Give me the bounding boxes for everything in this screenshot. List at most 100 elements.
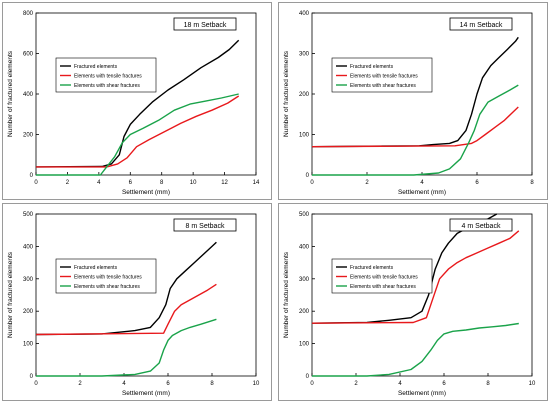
y-tick-label: 300 — [299, 52, 310, 58]
y-tick-label: 0 — [30, 374, 34, 380]
x-axis-label: Settlement (mm) — [398, 189, 446, 196]
y-axis-label: Number of fractured elements — [283, 50, 290, 137]
x-tick-label: 2 — [78, 381, 82, 387]
series-line-3 — [312, 322, 519, 377]
y-tick-label: 500 — [299, 212, 310, 218]
x-tick-label: 10 — [190, 180, 197, 186]
y-tick-label: 400 — [23, 92, 34, 98]
x-tick-label: 4 — [97, 180, 101, 186]
x-tick-label: 4 — [398, 381, 402, 387]
legend-frame — [55, 57, 157, 93]
x-tick-label: 14 — [253, 180, 260, 186]
series-line-3 — [36, 318, 217, 377]
chart-title-box: 8 m Setback — [173, 218, 237, 232]
plot-frame — [311, 213, 533, 377]
y-tick-label: 400 — [299, 11, 310, 17]
y-tick-label: 200 — [23, 133, 34, 139]
legend-frame — [331, 258, 433, 294]
chart-title: 14 m Setback — [460, 22, 503, 29]
legend-frame — [331, 57, 433, 93]
x-tick-label: 8 — [530, 180, 534, 186]
chart-panel-18m: 0 2 4 6 8 10 12 14 0 200 400 600 800 Settlement (mm) N… — [2, 2, 272, 200]
legend-frame — [55, 258, 157, 294]
chart-panel-4m: 0 2 4 6 8 10 0 100 200 300 400 500 Settlement (mm) Nu… — [278, 203, 548, 401]
plot-frame — [35, 213, 257, 377]
series-line-3 — [36, 93, 239, 176]
legend: Fractured elements Elements with tensile … — [331, 258, 433, 294]
legend: Fractured elements Elements with tensile … — [331, 57, 433, 93]
legend-label-2: Elements with tensile fractures — [74, 74, 142, 80]
chart-title: 18 m Setback — [184, 22, 227, 29]
chart-svg: 0 2 4 6 8 0 100 200 300 400 Settlement (mm) Number … — [283, 11, 534, 196]
title-frame — [173, 218, 237, 232]
series-line-1 — [35, 241, 217, 336]
y-tick-label: 800 — [23, 11, 34, 17]
x-tick-label: 2 — [365, 180, 369, 186]
y-tick-label: 200 — [299, 92, 310, 98]
legend-label-1: Fractured elements — [74, 64, 118, 70]
x-tick-label: 8 — [486, 381, 490, 387]
y-tick-label: 0 — [306, 173, 310, 179]
x-axis-label: Settlement (mm) — [122, 189, 170, 196]
legend-label-1: Fractured elements — [350, 64, 394, 70]
x-tick-label: 10 — [253, 381, 260, 387]
plot-frame — [311, 12, 533, 176]
legend-label-3: Elements with shear fractures — [350, 83, 416, 89]
chart-title: 8 m Setback — [186, 223, 225, 230]
series-line-3 — [312, 84, 519, 176]
y-tick-label: 600 — [23, 52, 34, 58]
x-tick-label: 4 — [420, 180, 424, 186]
chart-title-box: 18 m Setback — [173, 17, 237, 31]
chart-title-box: 14 m Setback — [449, 17, 513, 31]
legend-label-3: Elements with shear fractures — [74, 83, 140, 89]
y-tick-label: 100 — [299, 342, 310, 348]
y-axis-label: Number of fractured elements — [7, 50, 14, 137]
y-tick-label: 300 — [23, 277, 34, 283]
x-tick-label: 8 — [210, 381, 214, 387]
x-tick-label: 10 — [529, 381, 536, 387]
x-axis-label: Settlement (mm) — [122, 390, 170, 397]
x-tick-label: 0 — [34, 381, 38, 387]
x-axis-label: Settlement (mm) — [398, 390, 446, 397]
legend-label-3: Elements with shear fractures — [74, 284, 140, 290]
title-frame — [173, 17, 237, 31]
chart-svg: 0 2 4 6 8 10 12 14 0 200 400 600 800 Settlement (mm) N… — [7, 11, 260, 196]
x-tick-label: 8 — [160, 180, 164, 186]
legend-label-1: Fractured elements — [74, 265, 118, 271]
series-line-2 — [311, 106, 519, 148]
y-tick-label: 100 — [23, 342, 34, 348]
legend-label-3: Elements with shear fractures — [350, 284, 416, 290]
y-tick-label: 400 — [299, 244, 310, 250]
y-tick-label: 400 — [23, 244, 34, 250]
y-tick-label: 200 — [23, 309, 34, 315]
y-tick-label: 0 — [30, 173, 34, 179]
x-tick-label: 6 — [442, 381, 446, 387]
legend: Fractured elements Elements with tensile … — [55, 57, 157, 93]
chart-title-box: 4 m Setback — [449, 218, 513, 232]
x-tick-label: 4 — [122, 381, 126, 387]
x-tick-label: 2 — [354, 381, 358, 387]
chart-title: 4 m Setback — [462, 223, 501, 230]
legend-label-1: Fractured elements — [350, 265, 394, 271]
x-tick-label: 6 — [129, 180, 133, 186]
series-line-1 — [311, 36, 519, 148]
x-tick-label: 0 — [310, 180, 314, 186]
series-line-1 — [35, 39, 240, 168]
x-tick-label: 0 — [310, 381, 314, 387]
chart-panel-8m: 0 2 4 6 8 10 0 100 200 300 400 500 Settlement (mm) Nu… — [2, 203, 272, 401]
y-tick-label: 100 — [299, 133, 310, 139]
legend-label-2: Elements with tensile fractures — [74, 275, 142, 281]
y-tick-label: 500 — [23, 212, 34, 218]
x-tick-label: 2 — [66, 180, 70, 186]
series-line-2 — [311, 230, 520, 324]
chart-panel-14m: 0 2 4 6 8 0 100 200 300 400 Settlement (mm) Number … — [278, 2, 548, 200]
y-axis-label: Number of fractured elements — [283, 251, 290, 338]
y-tick-label: 0 — [306, 374, 310, 380]
y-tick-label: 200 — [299, 309, 310, 315]
legend: Fractured elements Elements with tensile … — [55, 258, 157, 294]
title-frame — [449, 218, 513, 232]
x-tick-label: 6 — [475, 180, 479, 186]
series-line-2 — [36, 95, 240, 168]
y-tick-label: 300 — [299, 277, 310, 283]
